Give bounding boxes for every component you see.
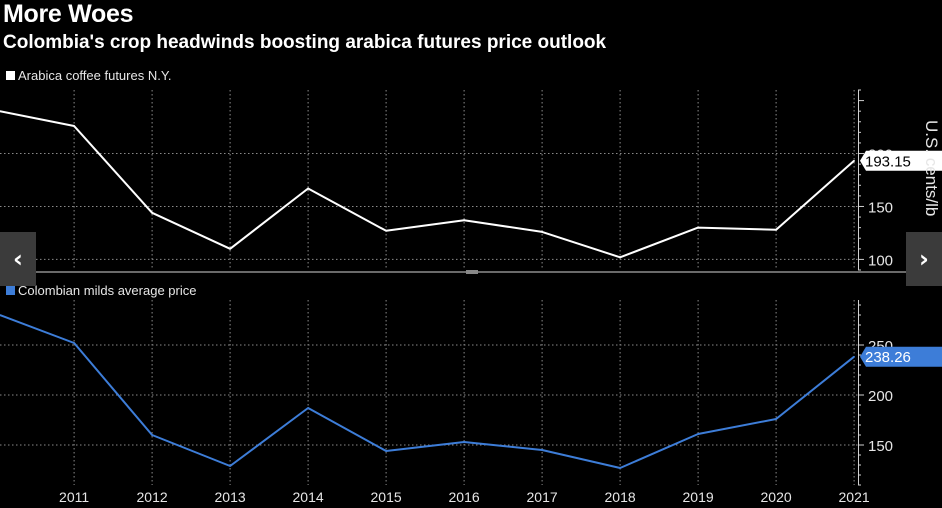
data-point <box>853 355 855 358</box>
x-tick-label: 2012 <box>137 489 168 505</box>
data-point <box>697 226 699 229</box>
data-point <box>541 231 543 233</box>
data-point <box>775 418 777 420</box>
chart-title: More Woes <box>3 0 134 28</box>
data-point <box>307 187 309 190</box>
data-point <box>229 248 231 250</box>
legend-label-arabica: Arabica coffee futures N.Y. <box>18 68 172 83</box>
data-point <box>619 467 621 469</box>
data-point <box>775 228 777 231</box>
x-tick-label: 2018 <box>605 489 636 505</box>
data-point <box>463 441 465 443</box>
chevron-right-icon: › <box>919 245 929 273</box>
data-point <box>229 465 231 467</box>
next-chart-button[interactable]: › <box>906 232 942 286</box>
panel-divider-handle <box>466 270 478 274</box>
data-point <box>151 212 153 214</box>
y-tick-label: 150 <box>868 199 893 216</box>
chevron-left-icon: ‹ <box>13 245 23 273</box>
x-tick-label: 2013 <box>215 489 246 505</box>
legend-label-colombian: Colombian milds average price <box>18 283 197 298</box>
x-tick-label: 2014 <box>293 489 324 505</box>
y-tick-label: 200 <box>868 388 893 405</box>
last-value-label-1: 238.26 <box>865 349 911 366</box>
data-point <box>541 449 543 451</box>
series-line-1 <box>0 314 855 469</box>
y-axis-unit-label: U.S. cents/lb <box>922 120 941 216</box>
data-point <box>0 110 1 112</box>
last-value-label-0: 193.15 <box>865 153 911 170</box>
x-tick-label: 2020 <box>761 489 792 505</box>
last-value-badge-0 <box>860 150 942 171</box>
data-point <box>385 450 387 452</box>
last-value-badge-1 <box>860 346 942 367</box>
x-tick-label: 2017 <box>527 489 558 505</box>
data-point <box>0 314 1 316</box>
data-point <box>385 230 387 232</box>
legend-colombian-milds: Colombian milds average price <box>6 283 196 298</box>
data-point <box>73 125 75 127</box>
prev-chart-button[interactable]: ‹ <box>0 232 36 286</box>
y-tick-label: 100 <box>868 252 893 269</box>
y-tick-label: 150 <box>868 438 893 455</box>
x-tick-label: 2019 <box>683 489 714 505</box>
x-tick-label: 2011 <box>59 489 89 505</box>
data-point <box>619 256 621 259</box>
x-tick-label: 2021 <box>839 489 870 505</box>
x-tick-label: 2016 <box>449 489 480 505</box>
legend-swatch-arabica <box>6 71 15 80</box>
legend-arabica: Arabica coffee futures N.Y. <box>6 68 171 83</box>
series-line-0 <box>0 110 855 259</box>
data-point <box>73 342 75 344</box>
data-point <box>697 433 699 435</box>
chart-subtitle: Colombia's crop headwinds boosting arabi… <box>3 32 607 53</box>
data-point <box>151 434 153 436</box>
data-point <box>853 159 855 162</box>
data-point <box>307 407 309 409</box>
legend-swatch-colombian <box>6 286 15 295</box>
data-point <box>463 219 465 222</box>
x-tick-label: 2015 <box>371 489 402 505</box>
